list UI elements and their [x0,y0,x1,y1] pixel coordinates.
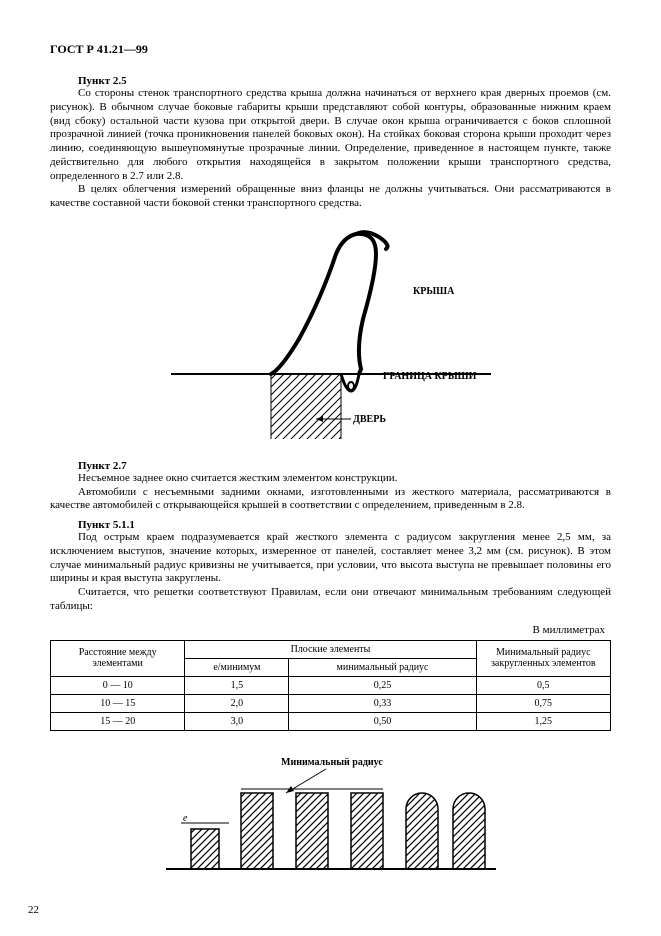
para-4: Автомобили с несъемными задними окнами, … [50,486,611,514]
table-row: 10 — 15 2,0 0,33 0,75 [51,694,611,712]
table-row: 15 — 20 3,0 0,50 1,25 [51,712,611,730]
section-5-1-1-title: Пункт 5.1.1 [50,519,611,531]
section-2-7-title: Пункт 2.7 [50,460,611,472]
para-2: В целях облегчения измерений обращенные … [50,183,611,211]
fig1-label-door: ДВЕРЬ [353,414,386,425]
th-rounded: Минимальный радиус закругленных элементо… [476,640,610,676]
fig1-label-roof: КРЫША [413,286,455,297]
fig2-label: Минимальный радиус [281,757,383,768]
para-6: Считается, что решетки соответствуют Пра… [50,586,611,614]
th-distance: Расстояние между элементами [51,640,185,676]
para-5: Под острым краем подразумевается край же… [50,531,611,586]
th-flat-group: Плоские элементы [185,640,476,658]
fig2-e-label: e [183,813,188,824]
th-minrad: минимальный радиус [289,658,476,676]
table-row: 0 — 10 1,5 0,25 0,5 [51,676,611,694]
para-1: Со стороны стенок транспортного средства… [50,87,611,183]
requirements-table: Расстояние между элементами Плоские элем… [50,640,611,731]
figure-grid-diagram: Минимальный радиус e [50,751,611,886]
para-3: Несъемное заднее окно считается жестким … [50,472,611,486]
page-number: 22 [28,904,39,916]
fig1-label-border: ГРАНИЦА КРЫШИ [383,371,477,382]
doc-header: ГОСТ Р 41.21—99 [50,42,611,57]
table-unit-label: В миллиметрах [50,624,611,636]
th-emin: е/минимум [185,658,289,676]
section-2-5-title: Пункт 2.5 [50,75,611,87]
figure-roof-diagram: КРЫША ГРАНИЦА КРЫШИ ДВЕРЬ [50,219,611,454]
